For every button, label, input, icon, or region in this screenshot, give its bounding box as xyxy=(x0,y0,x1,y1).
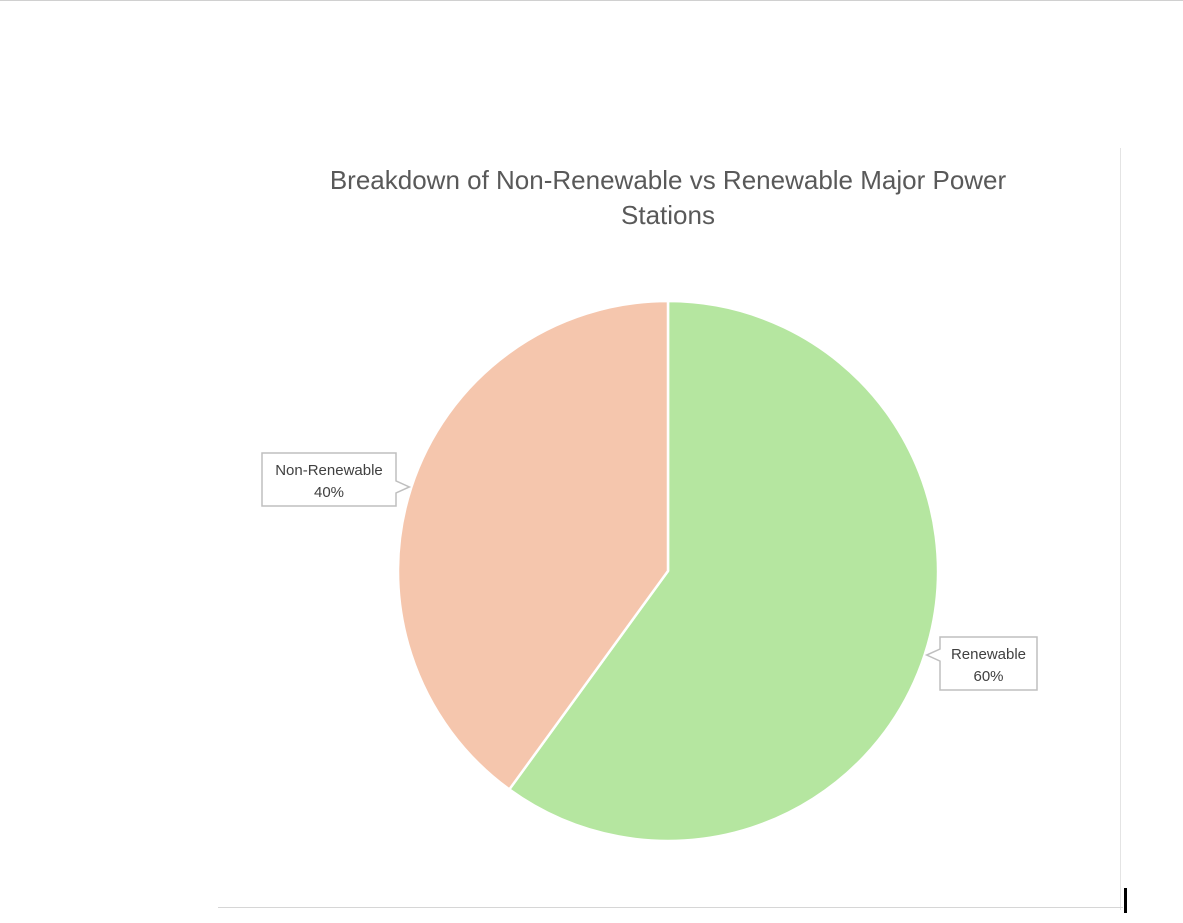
chart-title-line-2: Stations xyxy=(621,200,715,230)
data-label-box xyxy=(924,636,1038,691)
chart-title-line-1: Breakdown of Non-Renewable vs Renewable … xyxy=(329,165,1007,195)
pie-slice-renewable[interactable] xyxy=(508,299,940,843)
data-label-value: 60% xyxy=(973,668,1003,685)
chart-bottom-border xyxy=(218,907,1123,908)
data-label-value: 40% xyxy=(314,484,344,501)
data-label-box xyxy=(261,452,412,507)
top-divider xyxy=(0,0,1183,1)
data-label-non-renewable[interactable]: Non-Renewable 40% xyxy=(261,452,412,507)
pie-slice-non-renewable[interactable] xyxy=(396,299,670,791)
chart-title[interactable]: Breakdown of Non-Renewable vs Renewable … xyxy=(308,163,1028,233)
chart-right-border xyxy=(1120,148,1121,910)
data-label-category: Renewable xyxy=(951,646,1026,663)
data-label-renewable[interactable]: Renewable 60% xyxy=(924,636,1038,691)
data-label-category: Non-Renewable xyxy=(275,462,383,479)
text-cursor xyxy=(1124,888,1127,913)
